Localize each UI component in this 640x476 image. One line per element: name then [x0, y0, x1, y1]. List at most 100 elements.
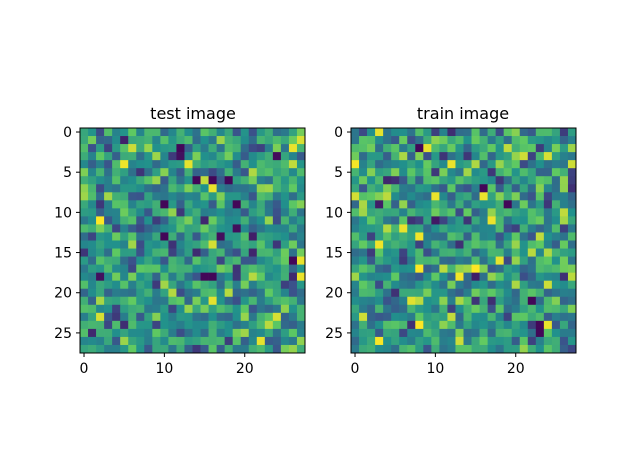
heatmap-cell	[112, 128, 121, 137]
heatmap-cell	[503, 296, 513, 306]
heatmap-cell	[551, 144, 561, 153]
heatmap-cell	[463, 136, 472, 145]
heatmap-cell	[232, 328, 242, 338]
heatmap-cell	[256, 160, 266, 169]
heatmap-cell	[567, 136, 577, 145]
heatmap-cell	[519, 272, 529, 282]
heatmap-cell	[144, 320, 153, 330]
heatmap-cell	[351, 240, 360, 249]
heatmap-cell	[471, 176, 480, 185]
heatmap-cell	[471, 240, 480, 249]
heatmap-cell	[351, 312, 360, 322]
heatmap-cell	[463, 240, 472, 249]
heatmap-cell	[543, 216, 553, 225]
heatmap-cell	[216, 240, 225, 249]
heatmap-cell	[200, 216, 209, 225]
heatmap-cell	[80, 224, 89, 233]
heatmap-cell	[176, 184, 185, 193]
heatmap-cell	[431, 168, 440, 177]
heatmap-cell	[96, 200, 105, 209]
heatmap-cell	[256, 168, 266, 177]
heatmap-cell	[479, 240, 488, 249]
heatmap-cell	[200, 208, 209, 217]
heatmap-cell	[527, 176, 537, 185]
heatmap-cell	[80, 264, 89, 273]
heatmap-cell	[431, 152, 440, 161]
heatmap-cell	[264, 336, 274, 346]
heatmap-cell	[431, 232, 440, 241]
heatmap-cell	[527, 264, 537, 273]
heatmap-cell	[463, 344, 472, 354]
heatmap-cell	[407, 336, 416, 346]
heatmap-cell	[503, 264, 513, 273]
heatmap-cell	[216, 320, 225, 330]
heatmap-cell	[88, 320, 97, 330]
heatmap-cell	[272, 152, 282, 161]
heatmap-cell	[455, 264, 464, 273]
heatmap-cell	[495, 248, 505, 257]
heatmap-cell	[519, 336, 529, 346]
heatmap-cell	[391, 304, 400, 314]
heatmap-cell	[423, 168, 432, 177]
heatmap-cell	[160, 256, 169, 265]
heatmap-cell	[439, 232, 448, 241]
heatmap-cell	[256, 296, 266, 306]
heatmap-cell	[487, 216, 496, 225]
heatmap-cell	[431, 128, 440, 137]
heatmap-cell	[144, 272, 153, 282]
heatmap-cell	[471, 264, 480, 273]
heatmap-cell	[168, 248, 177, 257]
heatmap-cell	[399, 296, 408, 306]
heatmap-cell	[168, 128, 177, 137]
heatmap-cell	[80, 168, 89, 177]
heatmap-cell	[200, 336, 209, 346]
heatmap-cell	[232, 312, 242, 322]
heatmap-cell	[455, 224, 464, 233]
heatmap-cell	[447, 176, 456, 185]
heatmap-cell	[399, 248, 408, 257]
heatmap-cell	[232, 232, 242, 241]
heatmap-cell	[503, 336, 513, 346]
heatmap-cell	[216, 344, 225, 354]
heatmap-cell	[479, 184, 488, 193]
heatmap-cell	[200, 192, 209, 201]
heatmap-cell	[431, 248, 440, 257]
heatmap-cell	[351, 232, 360, 241]
heatmap-cell	[240, 136, 250, 145]
heatmap-cell	[144, 160, 153, 169]
heatmap-cell	[527, 328, 537, 338]
heatmap-cell	[160, 344, 169, 354]
heatmap-cell	[208, 176, 217, 185]
x-tick-label: 20	[236, 361, 254, 377]
heatmap-cell	[272, 216, 282, 225]
heatmap-cell	[280, 288, 290, 298]
heatmap-cell	[144, 232, 153, 241]
heatmap-cell	[208, 336, 217, 346]
heatmap-cell	[240, 168, 250, 177]
heatmap-cell	[104, 280, 113, 290]
y-tick-label: 10	[54, 205, 72, 221]
heatmap-cell	[152, 192, 161, 201]
heatmap-cell	[567, 248, 577, 257]
heatmap-cell	[248, 128, 258, 137]
heatmap-cell	[535, 272, 545, 282]
heatmap-cell	[471, 136, 480, 145]
heatmap-cell	[495, 312, 505, 322]
heatmap-cell	[128, 160, 137, 169]
heatmap-cell	[88, 296, 97, 306]
heatmap-cell	[168, 320, 177, 330]
heatmap-cell	[120, 336, 129, 346]
heatmap-cell	[487, 208, 496, 217]
heatmap-cell	[248, 160, 258, 169]
heatmap-cell	[503, 320, 513, 330]
heatmap-cell	[112, 264, 121, 273]
heatmap-cell	[288, 136, 298, 145]
heatmap-cell	[359, 280, 368, 290]
heatmap-cell	[503, 168, 513, 177]
heatmap-cell	[447, 288, 456, 298]
heatmap-cell	[128, 152, 137, 161]
heatmap-cell	[104, 224, 113, 233]
heatmap-cell	[463, 184, 472, 193]
heatmap-cell	[543, 256, 553, 265]
heatmap-cell	[503, 208, 513, 217]
